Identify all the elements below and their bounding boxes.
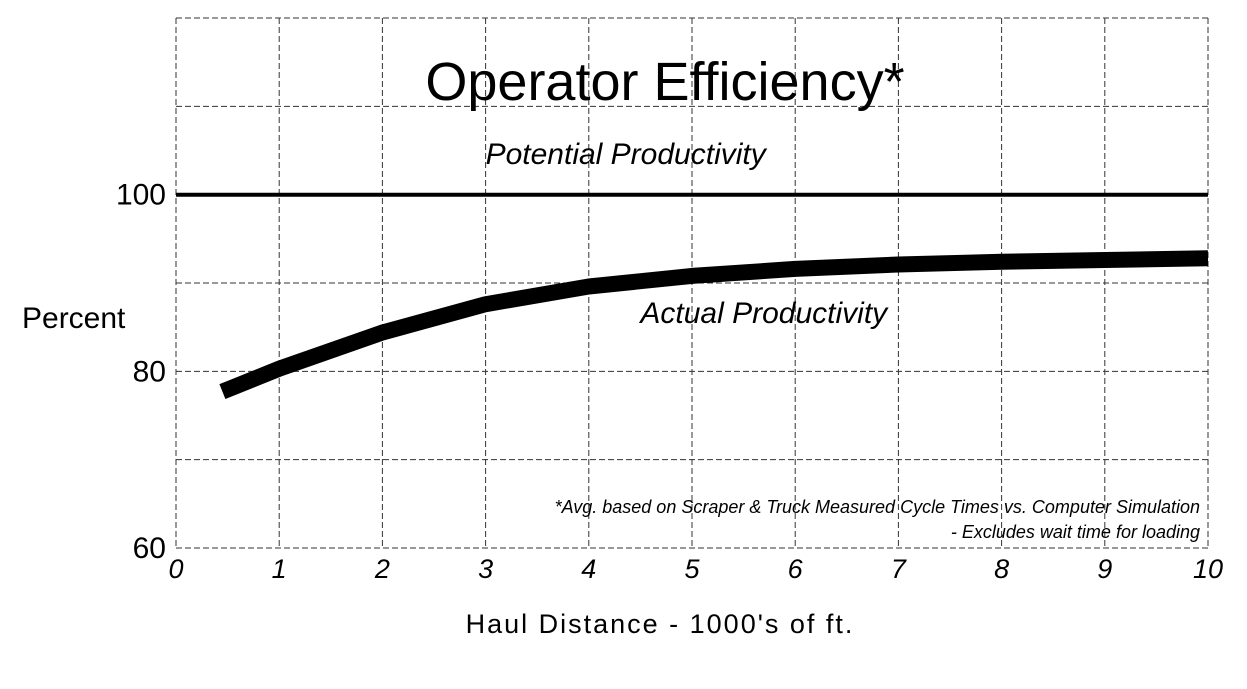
x-tick-label: 9 xyxy=(1097,554,1112,584)
y-tick-label: 60 xyxy=(133,532,166,565)
grid xyxy=(175,17,1209,549)
y-tick-label: 80 xyxy=(133,355,166,388)
x-axis-label: Haul Distance - 1000's of ft. xyxy=(466,609,855,639)
x-tick-label: 5 xyxy=(684,554,700,584)
x-tick-label: 0 xyxy=(168,554,183,584)
x-tick-label: 6 xyxy=(788,554,804,584)
x-tick-label: 1 xyxy=(272,554,287,584)
series-layer xyxy=(176,192,1209,400)
y-axis-label: Percent xyxy=(22,302,126,335)
chart-title: Operator Efficiency* xyxy=(425,52,904,112)
x-tick-label: 7 xyxy=(891,554,907,584)
x-tick-label: 2 xyxy=(374,554,390,584)
series-line-actual xyxy=(219,250,1209,400)
footnote-line-2: - Excludes wait time for loading xyxy=(951,522,1200,542)
y-tick-label: 100 xyxy=(116,179,166,212)
x-tick-label: 4 xyxy=(581,554,596,584)
x-tick-label: 3 xyxy=(478,554,493,584)
series-label-potential: Potential Productivity xyxy=(486,138,768,171)
series-label-actual: Actual Productivity xyxy=(638,297,889,330)
x-tick-label: 8 xyxy=(994,554,1009,584)
footnote-line-1: *Avg. based on Scraper & Truck Measured … xyxy=(555,497,1200,517)
text-layer: Operator Efficiency* Percent Haul Distan… xyxy=(22,52,1223,639)
x-tick-label: 10 xyxy=(1193,554,1223,584)
